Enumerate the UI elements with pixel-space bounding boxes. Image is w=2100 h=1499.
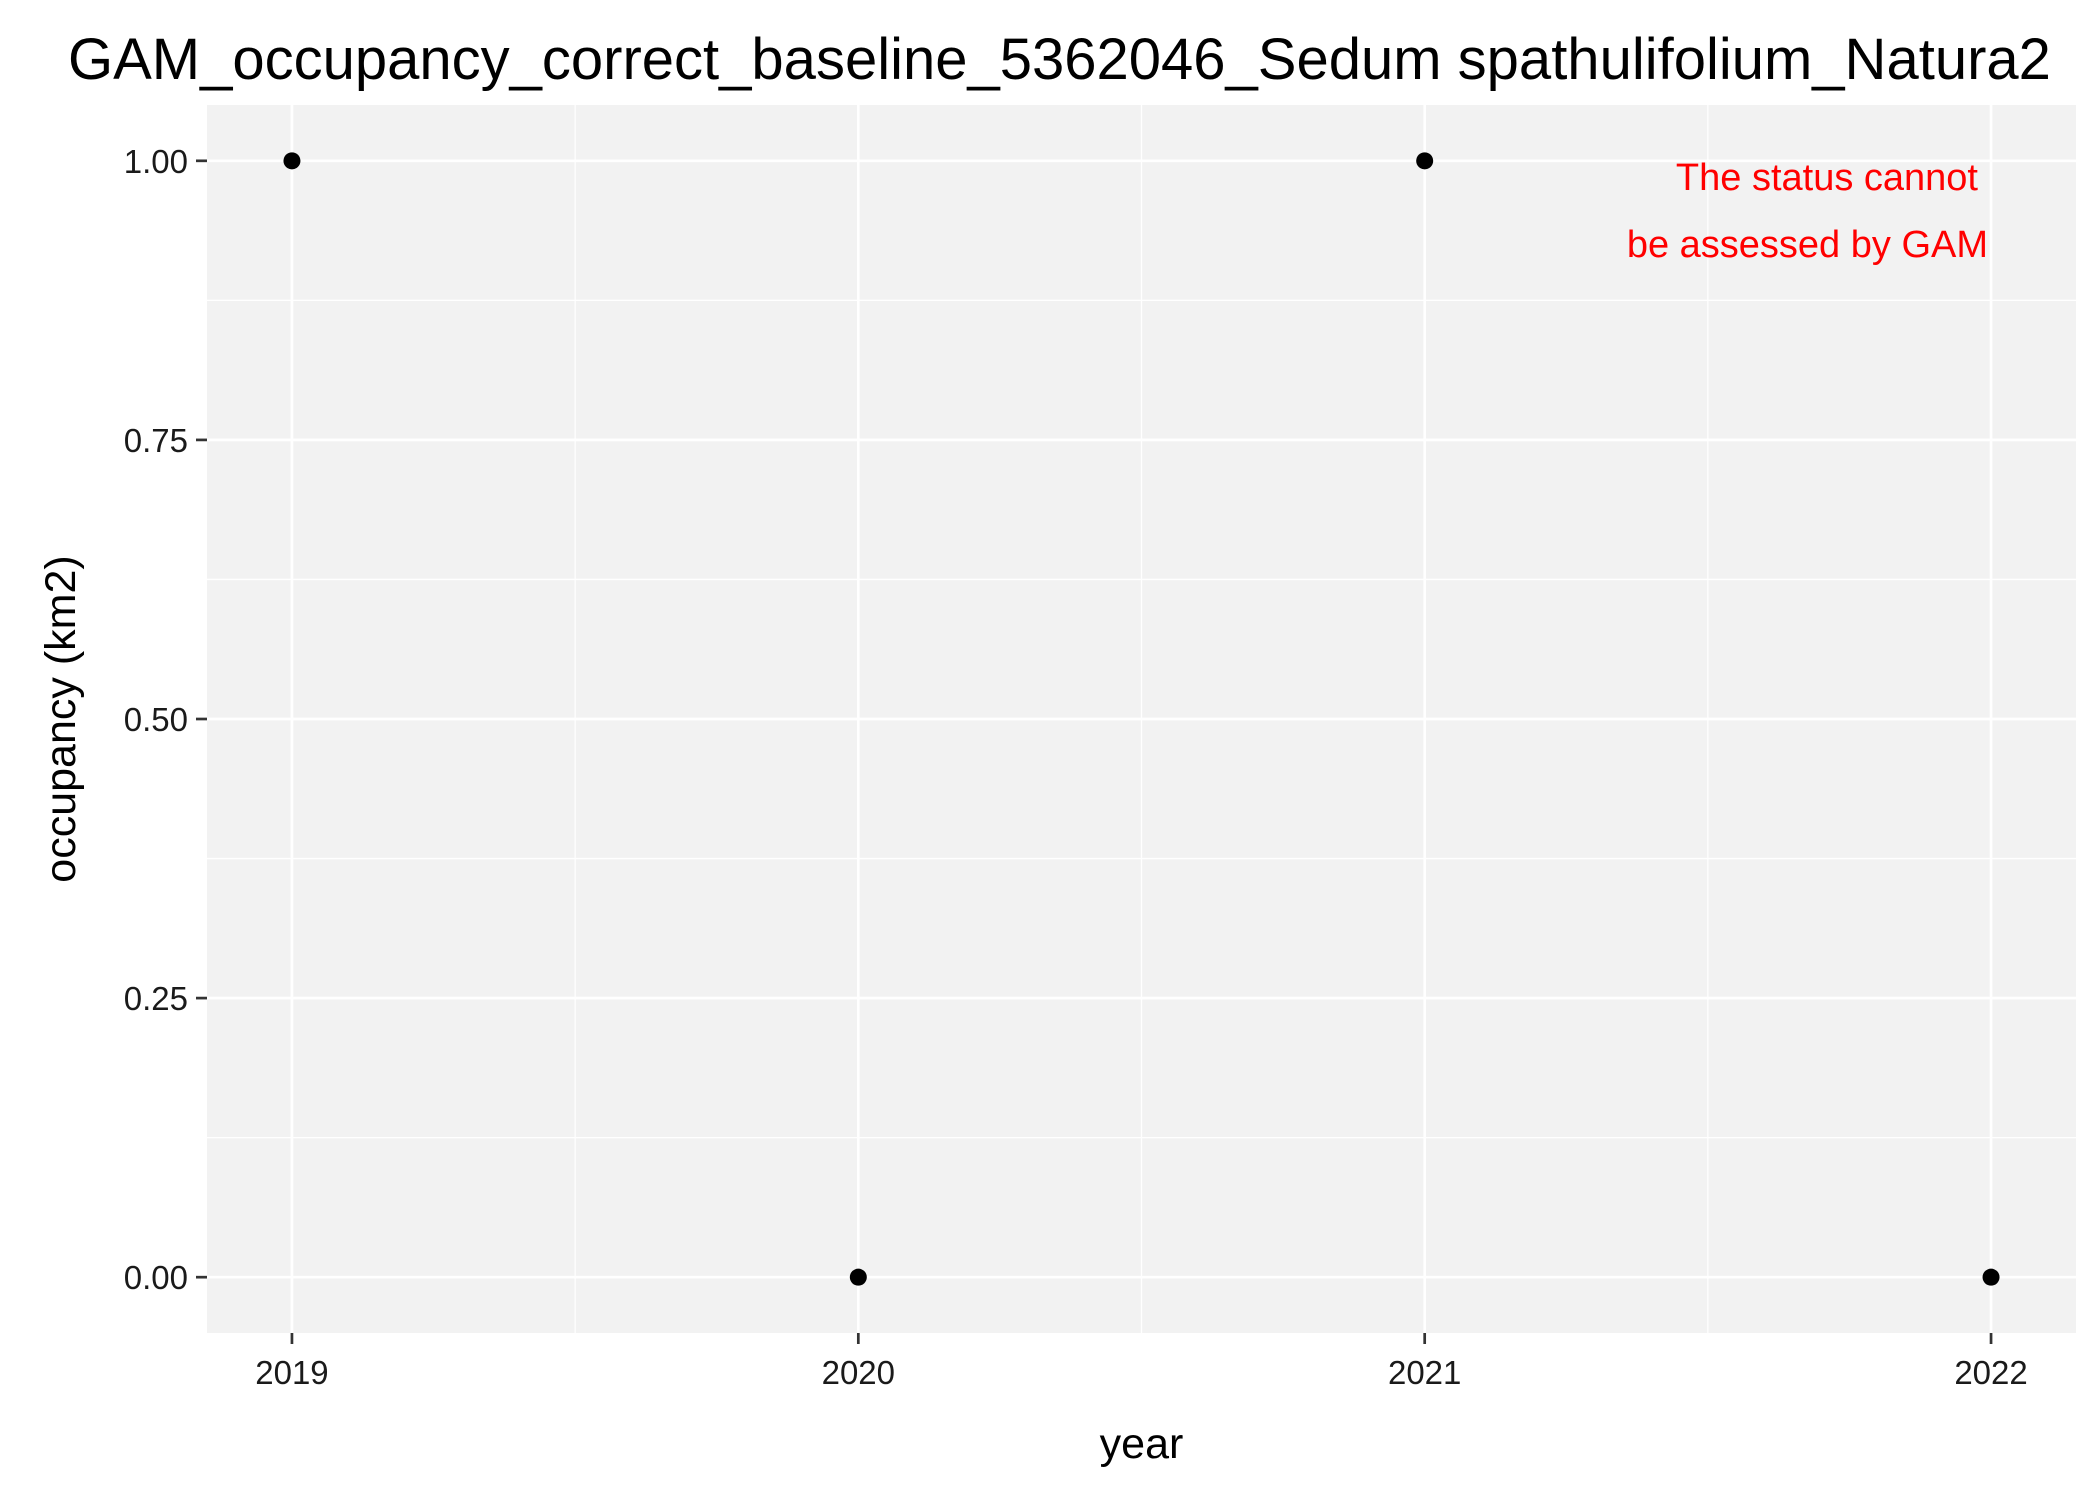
y-axis-title: occupancy (km2) (37, 555, 85, 882)
data-point (1416, 152, 1434, 170)
x-tick-label: 2021 (1388, 1354, 1461, 1391)
y-tick-label: 0.75 (124, 422, 188, 459)
x-tick-label: 2020 (822, 1354, 895, 1391)
data-point (1982, 1268, 2000, 1286)
x-tick-label: 2019 (255, 1354, 328, 1391)
y-tick-label: 0.25 (124, 980, 188, 1017)
x-axis-title: year (1100, 1420, 1184, 1468)
y-tick-label: 0.00 (124, 1259, 188, 1296)
x-axis: 2019 2020 2021 2022 (255, 1333, 2028, 1391)
grid-major (207, 105, 2076, 1333)
annotation-line-1: The status cannot (1676, 157, 1979, 199)
annotation-line-2: be assessed by GAM (1627, 224, 1988, 266)
data-point (849, 1268, 867, 1286)
x-tick-label: 2022 (1954, 1354, 2027, 1391)
chart-title: GAM_occupancy_correct_baseline_5362046_S… (68, 27, 2051, 92)
y-tick-label: 1.00 (124, 143, 188, 180)
data-points (283, 152, 2000, 1286)
status-annotation: The status cannot be assessed by GAM (1627, 157, 1988, 266)
y-tick-label: 0.50 (124, 701, 188, 738)
y-axis: 0.00 0.25 0.50 0.75 1.00 (124, 143, 207, 1296)
data-point (283, 152, 301, 170)
